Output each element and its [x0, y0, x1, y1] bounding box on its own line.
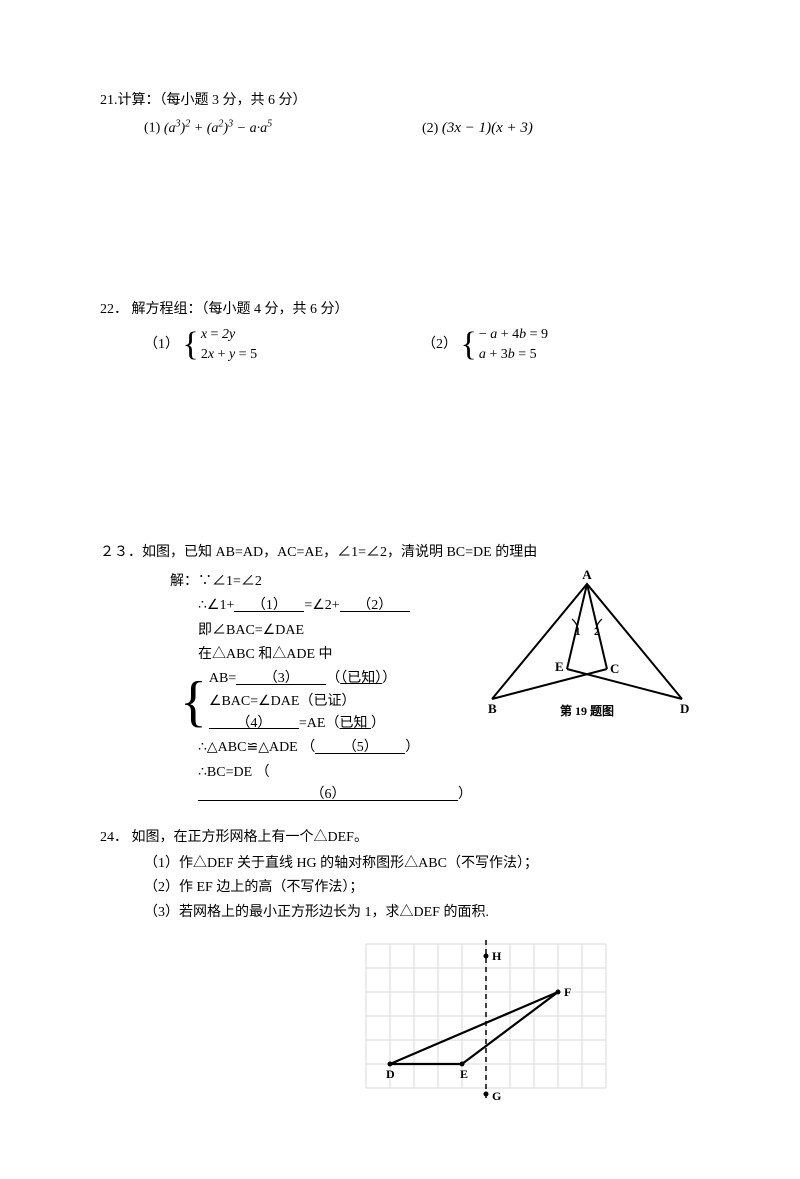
q21-p1-expr: (a3)2 + (a2)3 − a·a5 [164, 121, 272, 136]
q23-l4: 在△ABC 和△ADE 中 [170, 644, 472, 666]
q22-p1-label: （1） [144, 337, 179, 352]
q21-part1: (1) (a3)2 + (a2)3 − a·a5 [144, 116, 422, 140]
q21-header: 21.计算：（每小题 3 分，共 6 分） [100, 90, 700, 112]
blank-1: （1） [234, 595, 304, 611]
q24-s1: （1）作△DEF 关于直线 HG 的轴对称图形△ABC（不写作法）； [144, 853, 700, 875]
q22-parts: （1） { x = 2y 2x + y = 5 （2） { − a + 4b =… [100, 325, 700, 364]
q23-body: 解：∵∠1=∠2 ∴∠1+（1）=∠2+（2） 即∠BAC=∠DAE 在△ABC… [100, 569, 700, 809]
svg-text:2: 2 [594, 626, 600, 638]
q23-b1: AB=（3）（（已知）） [209, 668, 396, 690]
svg-text:G: G [492, 1089, 501, 1103]
svg-text:F: F [564, 985, 571, 999]
q23-b2: ∠BAC=∠DAE（已证） [209, 691, 396, 713]
triangle-diagram-icon: A B D E C 1 2 第 19 题图 [482, 569, 692, 719]
q22-p2-eq2: a + 3b = 5 [479, 345, 548, 365]
q22-p1-system: { x = 2y 2x + y = 5 [183, 325, 258, 364]
svg-text:H: H [492, 949, 502, 963]
svg-text:E: E [555, 659, 564, 674]
blank-6: （6） [198, 784, 458, 800]
svg-text:E: E [460, 1067, 468, 1081]
spacer-1 [100, 159, 700, 299]
q24-subitems: （1）作△DEF 关于直线 HG 的轴对称图形△ABC（不写作法）； （2）作 … [100, 853, 700, 924]
q24-s2: （2）作 EF 边上的高（不写作法）； [144, 877, 700, 899]
q24: 24． 如图，在正方形网格上有一个△DEF。 （1）作△DEF 关于直线 HG … [100, 827, 700, 1121]
q22-p2-system: { − a + 4b = 9 a + 3b = 5 [461, 325, 549, 364]
q22-header: 22． 解方程组：（每小题 4 分，共 6 分） [100, 299, 700, 321]
q22-p2-label: （2） [422, 337, 457, 352]
q22-p2-eq1: − a + 4b = 9 [479, 325, 548, 345]
q21-p1-label: (1) [144, 121, 160, 136]
q23-header: ２３．如图，已知 AB=AD，AC=AE，∠1=∠2，清说明 BC=DE 的理由 [100, 542, 700, 564]
blank-2: （2） [340, 595, 410, 611]
q22-part1: （1） { x = 2y 2x + y = 5 [144, 325, 422, 364]
svg-text:B: B [488, 701, 497, 716]
brace-icon: { [461, 328, 477, 362]
q24-header: 24． 如图，在正方形网格上有一个△DEF。 [100, 827, 700, 849]
brace-icon: { [180, 674, 207, 730]
q22: 22． 解方程组：（每小题 4 分，共 6 分） （1） { x = 2y 2x… [100, 299, 700, 365]
q23-b3: （4）=AE（已知 ） [209, 713, 396, 735]
q22-p1-eq2: 2x + y = 5 [201, 345, 257, 365]
q22-p1-eq1: x = 2y [201, 325, 257, 345]
svg-text:C: C [610, 661, 619, 676]
q23-l5: ∴△ABC≌△ADE （（5）） [170, 737, 472, 759]
spacer-2b [100, 522, 700, 542]
svg-text:1: 1 [575, 626, 581, 638]
blank-4: （4） [209, 713, 299, 729]
q23-l2: ∴∠1+（1）=∠2+（2） [170, 595, 472, 617]
q24-figure: D E F H G [100, 938, 700, 1120]
q21: 21.计算：（每小题 3 分，共 6 分） (1) (a3)2 + (a2)3 … [100, 90, 700, 141]
q24-s3: （3）若网格上的最小正方形边长为 1，求△DEF 的面积. [144, 902, 700, 924]
q21-p2-label: (2) [422, 121, 438, 136]
svg-text:第 19 题图: 第 19 题图 [560, 703, 614, 718]
svg-text:D: D [680, 701, 689, 716]
q23-figure: A B D E C 1 2 第 19 题图 [472, 569, 700, 727]
brace-icon: { [183, 328, 199, 362]
q23-proof: 解：∵∠1=∠2 ∴∠1+（1）=∠2+（2） 即∠BAC=∠DAE 在△ABC… [100, 569, 472, 809]
q23-l3: 即∠BAC=∠DAE [170, 620, 472, 642]
blank-5: （5） [315, 737, 405, 753]
svg-text:A: A [582, 569, 592, 582]
q23: ２３．如图，已知 AB=AD，AC=AE，∠1=∠2，清说明 BC=DE 的理由… [100, 542, 700, 808]
q21-part2: (2) (3x − 1)(x + 3) [422, 116, 700, 140]
grid-diagram-icon: D E F H G [360, 938, 640, 1112]
q21-parts: (1) (a3)2 + (a2)3 − a·a5 (2) (3x − 1)(x … [100, 116, 700, 140]
q23-brace-group: { AB=（3）（（已知）） ∠BAC=∠DAE（已证） （4）=AE（已知 ） [170, 668, 472, 735]
spacer-2 [100, 382, 700, 522]
q21-p2-expr: (3x − 1)(x + 3) [442, 120, 533, 136]
svg-text:D: D [386, 1067, 395, 1081]
blank-3: （3） [236, 668, 326, 684]
q22-part2: （2） { − a + 4b = 9 a + 3b = 5 [422, 325, 700, 364]
q23-l6: ∴BC=DE （（6）） [170, 762, 472, 807]
q23-l1: 解：∵∠1=∠2 [170, 571, 472, 593]
